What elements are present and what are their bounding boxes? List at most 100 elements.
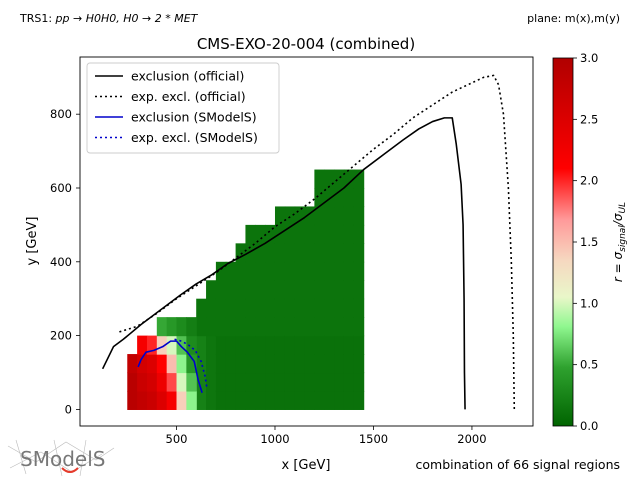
heatmap-cell bbox=[294, 280, 306, 300]
heatmap-cell bbox=[186, 354, 197, 374]
heatmap-cell bbox=[255, 261, 266, 281]
heatmap-cell bbox=[274, 354, 286, 374]
heatmap-cell bbox=[176, 317, 187, 337]
heatmap-cell bbox=[206, 298, 217, 318]
x-tick-label: 2000 bbox=[457, 432, 486, 446]
heatmap-cell bbox=[274, 298, 286, 318]
y-axis: 0 200 400 600 800 bbox=[50, 107, 80, 416]
heatmap-cell bbox=[215, 335, 227, 355]
heatmap-cell bbox=[343, 372, 355, 392]
heatmap-cell bbox=[294, 390, 306, 410]
colorbar-label: r = σsignal/σUL bbox=[611, 202, 628, 282]
heatmap-cell bbox=[304, 390, 315, 410]
heatmap-cell bbox=[146, 372, 158, 392]
heatmap-cell bbox=[334, 224, 345, 244]
process-label: TRS1: pp → H0H0, H0 → 2 * MET bbox=[20, 12, 197, 25]
plot-frame bbox=[79, 56, 534, 427]
heatmap-cell bbox=[294, 298, 306, 318]
heatmap-cell bbox=[156, 354, 168, 374]
heatmap-cell bbox=[206, 280, 217, 300]
heatmap-cell bbox=[137, 354, 148, 374]
process-prefix: TRS1: bbox=[20, 12, 56, 25]
heatmap-cell bbox=[314, 298, 325, 318]
heatmap-cell bbox=[235, 390, 247, 410]
heatmap-cell bbox=[245, 354, 256, 374]
heatmap-cell bbox=[206, 317, 217, 337]
heatmap-cell bbox=[146, 354, 158, 374]
heatmap-cell bbox=[265, 224, 276, 244]
heatmap-cell bbox=[314, 354, 325, 374]
heatmap-cell bbox=[274, 206, 286, 226]
heatmap-cell bbox=[245, 317, 256, 337]
heatmap-cell bbox=[324, 206, 335, 226]
heatmap-cell bbox=[334, 317, 345, 337]
heatmap-cell bbox=[314, 243, 325, 263]
heatmap-cell bbox=[245, 372, 256, 392]
heatmap-cell bbox=[284, 206, 296, 226]
heatmap-cell bbox=[353, 188, 365, 208]
heatmap-cell bbox=[314, 224, 325, 244]
heatmap-cell bbox=[176, 372, 187, 392]
heatmap-cell bbox=[255, 372, 266, 392]
heatmap-cell bbox=[304, 298, 315, 318]
heatmap-cell bbox=[353, 261, 365, 281]
heatmap-cell bbox=[245, 298, 256, 318]
heatmap-cell bbox=[343, 188, 355, 208]
heatmap-cell bbox=[255, 354, 266, 374]
heatmap-cell bbox=[334, 188, 345, 208]
heatmap-cell bbox=[235, 280, 247, 300]
heatmap-cell bbox=[206, 335, 217, 355]
heatmap-cell bbox=[137, 372, 148, 392]
heatmap-cell bbox=[304, 354, 315, 374]
heatmap-cell bbox=[166, 372, 178, 392]
combination-label: combination of 66 signal regions bbox=[415, 457, 621, 472]
heatmap-cell bbox=[284, 354, 296, 374]
heatmap-cell bbox=[304, 317, 315, 337]
heatmap-cell bbox=[314, 169, 325, 189]
heatmap-cell bbox=[334, 372, 345, 392]
heatmap-cell bbox=[274, 261, 286, 281]
heatmap-cell bbox=[294, 354, 306, 374]
heatmap-cell bbox=[314, 317, 325, 337]
heatmap-cell bbox=[166, 317, 178, 337]
heatmap-cell bbox=[146, 335, 158, 355]
colorbar-tick-label: 1.0 bbox=[580, 296, 598, 310]
heatmap-cell bbox=[353, 317, 365, 337]
heatmap-cell bbox=[245, 335, 256, 355]
heatmap-cell bbox=[353, 206, 365, 226]
heatmap-cell bbox=[186, 317, 197, 337]
heatmap-cell bbox=[353, 372, 365, 392]
heatmap-cell bbox=[274, 224, 286, 244]
y-tick-label: 200 bbox=[50, 329, 72, 343]
heatmap-cell bbox=[304, 335, 315, 355]
heatmap-cell bbox=[245, 390, 256, 410]
heatmap-cell bbox=[314, 206, 325, 226]
heatmap-cell bbox=[156, 390, 168, 410]
heatmap-cell bbox=[245, 243, 256, 263]
heatmap-cell bbox=[274, 317, 286, 337]
x-tick-label: 1500 bbox=[359, 432, 388, 446]
heatmap-cell bbox=[343, 169, 355, 189]
heatmap-cell bbox=[294, 317, 306, 337]
heatmap-cell bbox=[284, 243, 296, 263]
heatmap-cell bbox=[215, 372, 227, 392]
heatmap-cell bbox=[235, 243, 247, 263]
heatmap-cell bbox=[186, 390, 197, 410]
logo-text: SModelS bbox=[20, 447, 105, 471]
y-tick-label: 400 bbox=[50, 255, 72, 269]
heatmap-cell bbox=[127, 390, 138, 410]
heatmap-cell bbox=[284, 390, 296, 410]
heatmap-cell bbox=[343, 298, 355, 318]
heatmap-cell bbox=[225, 354, 237, 374]
heatmap-cell bbox=[176, 390, 187, 410]
x-axis: 500 1000 1500 2000 bbox=[166, 426, 487, 446]
heatmap-cell bbox=[206, 354, 217, 374]
x-tick-label: 500 bbox=[166, 432, 188, 446]
heatmap-cell bbox=[294, 224, 306, 244]
colorbar-tick-label: 1.5 bbox=[580, 235, 598, 249]
heatmap-cell bbox=[294, 372, 306, 392]
heatmap-cell bbox=[235, 354, 247, 374]
heatmap-cell bbox=[343, 280, 355, 300]
series-line bbox=[174, 338, 208, 390]
heatmap-cell bbox=[294, 243, 306, 263]
